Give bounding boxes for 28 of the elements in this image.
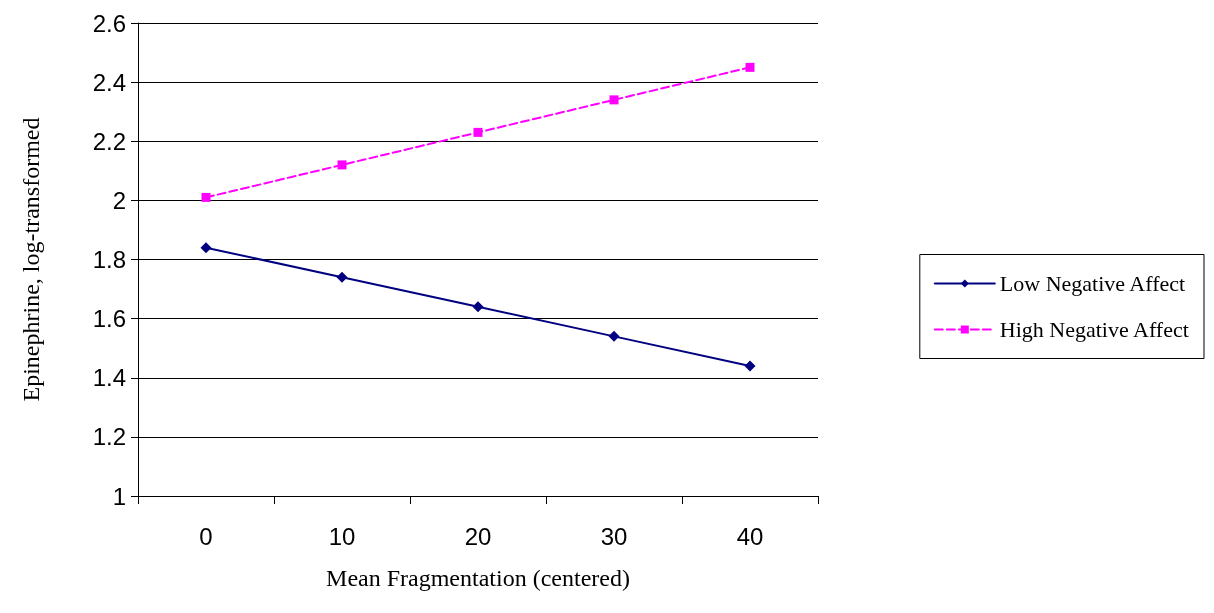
y-tick-label: 1.6 bbox=[92, 305, 126, 333]
y-tick-label: 2 bbox=[112, 186, 126, 214]
point bbox=[336, 271, 348, 283]
legend-label: High Negative Affect bbox=[999, 317, 1189, 342]
point bbox=[609, 95, 619, 105]
point bbox=[200, 242, 212, 254]
y-tick-label: 2.4 bbox=[92, 68, 126, 96]
x-tick-label: 10 bbox=[328, 522, 356, 550]
x-tick-label: 30 bbox=[600, 522, 628, 550]
x-tick-label: 0 bbox=[199, 522, 213, 550]
x-tick-label: 20 bbox=[464, 522, 492, 550]
point bbox=[472, 301, 484, 313]
point bbox=[744, 360, 756, 372]
point bbox=[745, 62, 755, 72]
y-tick-label: 1.4 bbox=[92, 364, 126, 392]
y-tick-label: 1 bbox=[112, 482, 126, 510]
point bbox=[337, 160, 347, 170]
y-tick-label: 2.6 bbox=[92, 9, 126, 37]
y-tick-label: 2.2 bbox=[92, 127, 126, 155]
x-axis-title: Mean Fragmentation (centered) bbox=[326, 565, 630, 591]
y-axis-title: Epinephrine, log-transformed bbox=[18, 117, 44, 402]
x-tick-label: 40 bbox=[736, 522, 764, 550]
point bbox=[608, 330, 620, 342]
y-tick-label: 1.8 bbox=[92, 246, 126, 273]
point bbox=[201, 192, 211, 202]
y-tick-label: 1.2 bbox=[92, 423, 126, 451]
point bbox=[473, 127, 483, 137]
legend-label: Low Negative Affect bbox=[999, 271, 1186, 296]
